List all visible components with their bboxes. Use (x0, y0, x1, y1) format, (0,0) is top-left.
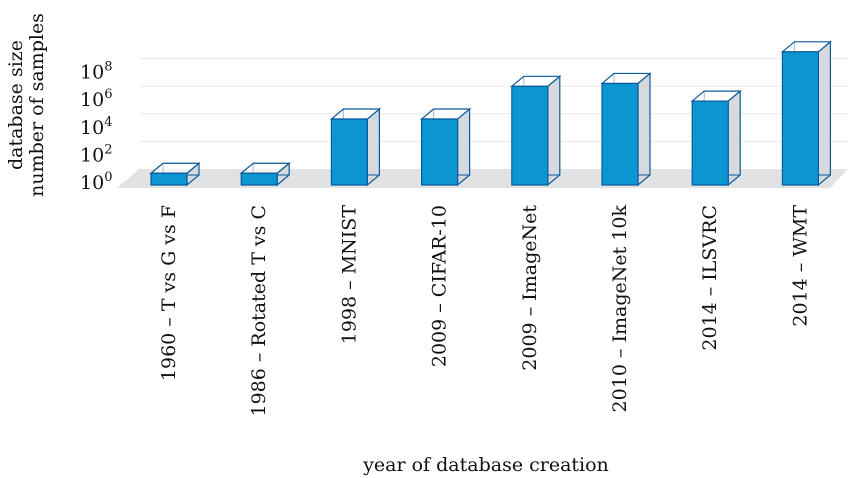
bar (600, 72, 652, 187)
x-tick-label: 1998 – MNIST (338, 205, 360, 345)
bar (419, 107, 472, 187)
x-tick-label: 2010 – ImageNet 10k (609, 205, 631, 413)
bar-side-face (637, 72, 651, 187)
bar (329, 107, 382, 187)
y-tick-label: 104 (80, 115, 112, 139)
y-tick-label: 106 (80, 87, 112, 111)
x-tick-label: 2014 – WMT (789, 205, 811, 327)
bar-side-face (366, 107, 380, 187)
bar (149, 161, 201, 187)
bar-front-face (781, 51, 820, 186)
bar-side-face (457, 107, 471, 187)
x-tick-label: 2009 – CIFAR-10 (429, 205, 451, 367)
bar-front-face (691, 100, 729, 186)
bar-front-face (421, 118, 459, 186)
chart-floor (117, 169, 848, 188)
x-tick-label: 1960 – T vs G vs F (158, 205, 180, 381)
bar-side-face (817, 40, 832, 187)
y-tick-label: 102 (80, 142, 112, 166)
x-axis-label: year of database creation (362, 454, 609, 476)
bar-side-face (547, 75, 561, 187)
y-ticks: 100 102 104 106 108 (80, 60, 112, 194)
bar-side-face (727, 89, 741, 187)
y-axis-label-line2: number of samples (26, 13, 48, 197)
y-tick-label: 100 (80, 170, 112, 194)
bar-front-face (601, 82, 639, 186)
bar (780, 40, 833, 187)
bars (149, 40, 833, 187)
bar-front-face (511, 85, 549, 186)
bar (690, 89, 742, 187)
grid-lines (139, 58, 848, 142)
bar (510, 75, 562, 187)
bar-front-face (150, 172, 188, 186)
x-tick-label: 1986 – Rotated T vs C (248, 205, 270, 417)
x-tick-label: 2014 – ILSVRC (699, 205, 721, 351)
bar-front-face (330, 118, 368, 186)
y-axis-label-line1: database size (5, 40, 27, 170)
y-tick-label: 108 (80, 60, 112, 84)
bar (239, 161, 291, 187)
x-tick-label: 2009 – ImageNet (519, 205, 541, 371)
bar-front-face (240, 172, 278, 186)
x-tick-labels: 1960 – T vs G vs F 1986 – Rotated T vs C 1… (158, 205, 811, 417)
